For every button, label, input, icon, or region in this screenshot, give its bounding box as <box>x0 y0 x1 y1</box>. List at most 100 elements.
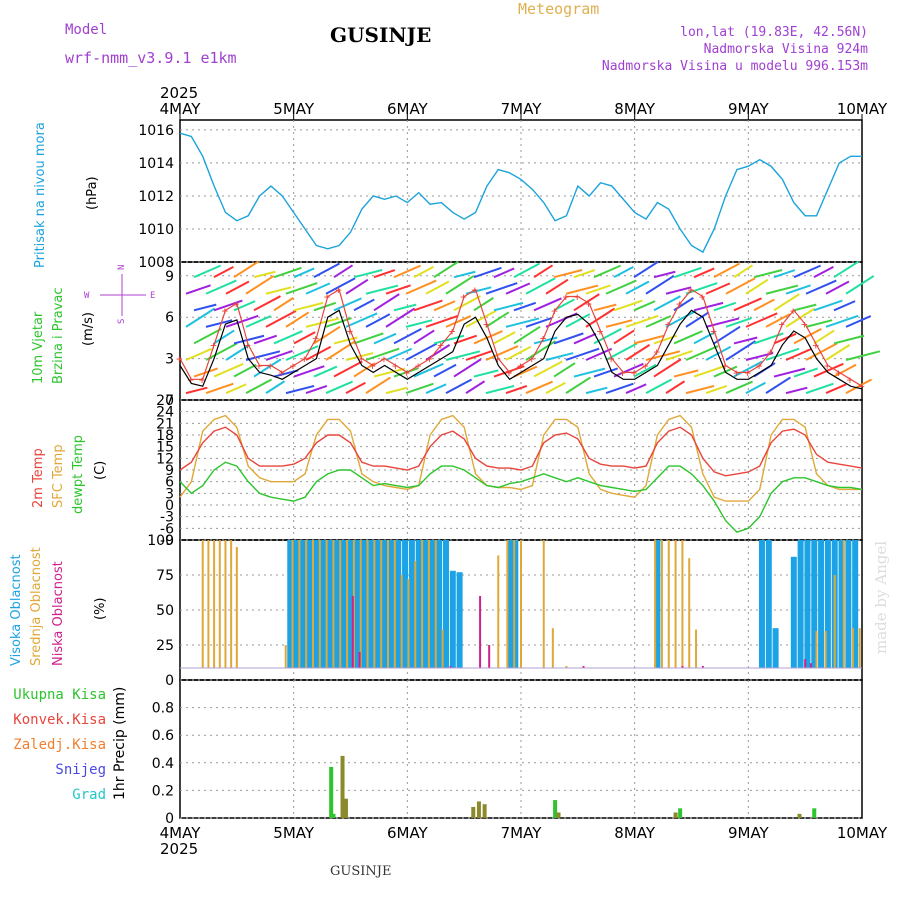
wind-arrow <box>185 347 213 361</box>
wind-arrow <box>585 284 611 295</box>
temperature-tick-label: 9 <box>165 463 174 479</box>
wind-arrow <box>685 311 710 328</box>
wind-arrow <box>825 383 847 395</box>
wind-arrow <box>245 378 273 394</box>
cloud-bar-mid <box>667 540 670 668</box>
cloud-bar-mid <box>551 628 554 668</box>
wind-arrow <box>725 380 753 395</box>
precip-bar-rain <box>343 798 348 818</box>
precip-bar-total <box>812 808 817 818</box>
temperature-tick-label: 27 <box>156 393 174 409</box>
dewpt-line <box>179 461 863 534</box>
pressure-label: Pritisak na nivou mora <box>33 122 48 268</box>
wind-arrow <box>813 329 835 345</box>
wind-arrow <box>373 367 406 378</box>
wind-arrow <box>353 269 383 279</box>
cloud-bar-high <box>772 628 779 668</box>
wind-arrow <box>533 297 562 312</box>
cloud-bar-high <box>313 540 320 668</box>
pressure-tick-label: 1008 <box>138 255 174 271</box>
wind-gust-marker: + <box>221 304 228 317</box>
precip-frame <box>179 679 863 819</box>
cloud-bar-low <box>681 666 684 668</box>
wind-arrow <box>525 277 556 295</box>
wind-gust-marker: + <box>244 339 251 352</box>
wind-arrow <box>205 342 238 361</box>
lonlat: lon,lat (19.83E, 42.56N) <box>680 25 868 40</box>
cloud-bar-high <box>422 540 429 668</box>
wind-arrow <box>393 367 418 378</box>
cloud-bar-mid <box>339 540 342 668</box>
wind-arrow <box>453 358 482 378</box>
cloud-bar-high <box>381 540 388 668</box>
temperature-tick-label: 18 <box>156 428 174 444</box>
wind-arrow <box>213 362 244 378</box>
temperature-tick-label: -9 <box>160 533 174 549</box>
precip-bar-rain <box>476 801 481 818</box>
wind-arrow <box>533 360 563 378</box>
wind-arrow <box>505 345 532 361</box>
wind-arrow <box>693 267 715 279</box>
wind-arrow <box>513 301 537 312</box>
wind-arrow <box>293 301 324 312</box>
cloud-bar-high <box>852 540 859 668</box>
cloud-bar-mid <box>224 540 227 668</box>
wind-arrow <box>505 385 528 395</box>
wind-arrow <box>253 358 282 378</box>
wind-arrow <box>553 362 576 378</box>
wind-arrow <box>565 313 591 328</box>
wind-arrow <box>525 317 552 328</box>
wind-arrow <box>545 381 566 394</box>
wind-arrow <box>493 301 524 312</box>
cloud-bar-high <box>306 540 313 668</box>
wind-arrow <box>633 300 656 312</box>
wind-arrow <box>625 383 647 395</box>
cloud-bar-mid <box>506 540 509 668</box>
wind-arrow <box>685 282 718 295</box>
compass-e: E <box>150 291 155 301</box>
cloud-bar-low <box>701 666 704 668</box>
wind-arrow <box>485 282 518 295</box>
cloud-bar-high <box>765 540 772 668</box>
wind-arrow <box>413 362 444 378</box>
wind-arrow <box>265 286 292 295</box>
wind-gust-marker: + <box>540 332 547 345</box>
wind-arrow <box>613 362 644 378</box>
wind-gust-marker: + <box>449 325 456 338</box>
wind-gust-marker: + <box>688 284 695 297</box>
cloud-bar-mid <box>373 540 376 668</box>
x-tick-label-bottom: 9MAY <box>728 824 770 842</box>
wind-arrow <box>465 380 486 394</box>
wind-arrow <box>333 297 362 312</box>
wind-arrow <box>805 319 833 328</box>
cloud-bar-high <box>367 540 374 668</box>
temperature-tick-label: 21 <box>156 416 174 432</box>
wind-arrow <box>573 332 597 345</box>
wind-arrow <box>453 270 476 279</box>
cloud-bar-high <box>361 540 368 668</box>
wind-arrow <box>845 378 873 394</box>
precip-tick-label: 0 <box>165 811 174 827</box>
wind-arrow <box>545 278 569 295</box>
cloud-unit: (%) <box>93 598 108 621</box>
cloud-bar-mid <box>298 540 301 668</box>
x-tick-label-top: 5MAY <box>273 100 315 118</box>
wind-arrow <box>253 270 276 279</box>
cloud-bar-mid <box>434 540 437 668</box>
wind-arrow <box>553 332 584 345</box>
temp-unit: (C) <box>93 461 108 480</box>
wind-gust-marker: + <box>733 366 740 379</box>
precip-bar-rain <box>482 804 487 818</box>
wind-arrow <box>513 325 541 345</box>
x-tick-label-bottom: 7MAY <box>501 824 543 842</box>
wind-tick-label: 9 <box>165 269 174 285</box>
cloud-bar-mid <box>325 540 328 668</box>
wind-arrow <box>833 260 859 279</box>
cloud-bar-high <box>340 540 347 668</box>
wind-arrow <box>805 382 834 395</box>
cloud-bar-mid <box>291 540 294 668</box>
wind-arrow <box>253 334 278 345</box>
wind-gust-marker: + <box>585 297 592 310</box>
cloud-bar-mid <box>366 540 369 668</box>
wind-arrow <box>845 350 881 361</box>
